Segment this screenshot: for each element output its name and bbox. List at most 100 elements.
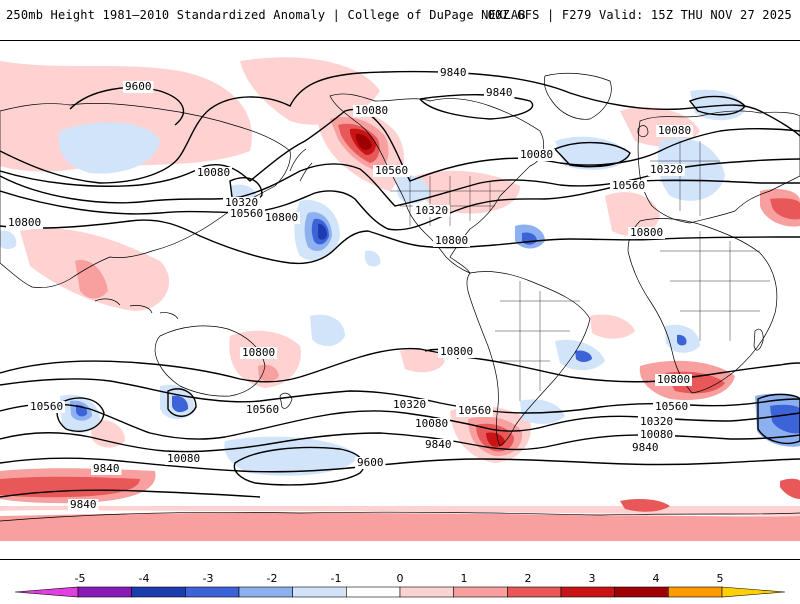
contour-label: 10560 <box>230 207 263 220</box>
coastline-greenland <box>544 72 612 120</box>
contour-label: 10080 <box>520 148 553 161</box>
contour-label-bg <box>6 217 43 229</box>
contour-label-bg <box>648 164 685 176</box>
colorbar-max-extend <box>721 586 786 598</box>
contour-9840-europe <box>688 95 746 116</box>
contour-label: 10080 <box>167 452 200 465</box>
colorbar-tick-label: 5 <box>717 572 724 585</box>
contour-label: 10800 <box>265 211 298 224</box>
contour-label-bg <box>638 429 675 441</box>
contour-label-bg <box>438 67 469 79</box>
contour-label: 9600 <box>125 80 152 93</box>
map-title: 250mb Height 1981–2010 Standardized Anom… <box>6 8 526 22</box>
contour-label-bg <box>628 227 665 239</box>
coastline-south-america <box>466 271 591 447</box>
contour-label-bg <box>656 125 693 137</box>
contour-label-bg <box>391 399 428 411</box>
colorbar-segment <box>292 586 347 598</box>
contour-label: 10800 <box>657 373 690 386</box>
contour-label: 10560 <box>655 400 688 413</box>
contour-9840-low <box>419 94 534 120</box>
contour-label-bg <box>68 499 99 511</box>
contour-label-bg <box>518 149 555 161</box>
contour-label-bg <box>655 374 692 386</box>
contour-label-bg <box>413 205 450 217</box>
colorbar-segment <box>238 586 293 598</box>
colorbar-segment <box>453 586 508 598</box>
contour-label: 10800 <box>440 345 473 358</box>
contour-label: 10800 <box>630 226 663 239</box>
colorbar-segment <box>399 586 454 598</box>
contour-label: 10800 <box>8 216 41 229</box>
contour-label-bg <box>438 346 475 358</box>
colorbar-segments <box>14 586 786 598</box>
colorbar-tick-label: -5 <box>75 572 86 585</box>
contour-label-bg <box>456 405 493 417</box>
colorbar-segment <box>614 586 669 598</box>
contour-label: 10320 <box>415 204 448 217</box>
header: 250mb Height 1981–2010 Standardized Anom… <box>0 0 800 40</box>
contour-label-bg <box>165 453 202 465</box>
contour-9840-north <box>0 70 800 184</box>
contour-label: 10080 <box>355 104 388 117</box>
contour-10080-south <box>0 432 800 453</box>
contour-label: 10320 <box>650 163 683 176</box>
contour-label-bg <box>413 418 450 430</box>
colorbar-segment <box>560 586 615 598</box>
contour-label-bg <box>353 105 390 117</box>
colorbar-tick-label: -2 <box>267 572 278 585</box>
colorbar-tick-label: -4 <box>139 572 150 585</box>
colorbar-tick-labels: -5 -4 -3 -2 -1 0 1 2 3 4 5 <box>75 572 724 585</box>
contour-label: 10320 <box>225 196 258 209</box>
contour-label: 9840 <box>425 438 452 451</box>
contour-label: 9840 <box>440 66 467 79</box>
contour-label: 10080 <box>415 417 448 430</box>
contour-label-bg <box>653 401 690 413</box>
contour-label: 10320 <box>640 415 673 428</box>
contour-label-bg <box>228 208 265 220</box>
colorbar-segment <box>346 586 401 598</box>
contour-label-bg <box>223 197 260 209</box>
anomaly-colorbar: -5 -4 -3 -2 -1 0 1 2 3 4 5 <box>0 560 800 600</box>
colorbar-tick-label: 1 <box>461 572 468 585</box>
contour-label: 10560 <box>612 179 645 192</box>
colorbar-tick-label: 3 <box>589 572 596 585</box>
coastline-japan <box>289 148 313 182</box>
contour-label-bg <box>195 167 232 179</box>
colorbar-min-extend <box>14 586 79 598</box>
colorbar-tick-label: 2 <box>525 572 532 585</box>
contour-label: 10080 <box>197 166 230 179</box>
contour-label-bg <box>423 439 454 451</box>
coastline-british-isles <box>637 125 649 138</box>
contour-label-bg <box>355 457 386 469</box>
contour-10560-south <box>0 378 800 414</box>
colorbar-tick-label: -1 <box>331 572 342 585</box>
political-borders <box>390 141 770 401</box>
contour-10080-loop <box>553 141 631 168</box>
map-panel: 9600 9840 9840 10080 10080 10560 10080 10320 105… <box>0 40 800 560</box>
contour-label: 10560 <box>246 403 279 416</box>
contour-label: 9840 <box>632 441 659 454</box>
contour-9840-sw <box>0 489 261 498</box>
contour-label-bg <box>638 416 675 428</box>
contour-label-bg <box>433 235 470 247</box>
colorbar-tick-label: -3 <box>203 572 214 585</box>
colorbar-svg: -5 -4 -3 -2 -1 0 1 2 3 4 5 <box>14 572 786 598</box>
contour-10800-north <box>0 219 800 265</box>
height-contours <box>0 70 800 498</box>
coastline-new-zealand <box>279 392 293 409</box>
contour-label: 10560 <box>30 400 63 413</box>
coastline-madagascar <box>753 328 764 351</box>
contour-label-bg <box>630 442 661 454</box>
contour-south-loop-2 <box>167 388 197 417</box>
coastline-antarctica <box>0 511 800 522</box>
colorbar-tick-label: 4 <box>653 572 660 585</box>
contour-label-bg <box>263 212 300 224</box>
coastline-australia <box>154 325 266 397</box>
colorbar-segment <box>507 586 562 598</box>
contour-10800-south <box>0 347 800 383</box>
contour-label: 9840 <box>70 498 97 511</box>
contour-label: 10560 <box>458 404 491 417</box>
